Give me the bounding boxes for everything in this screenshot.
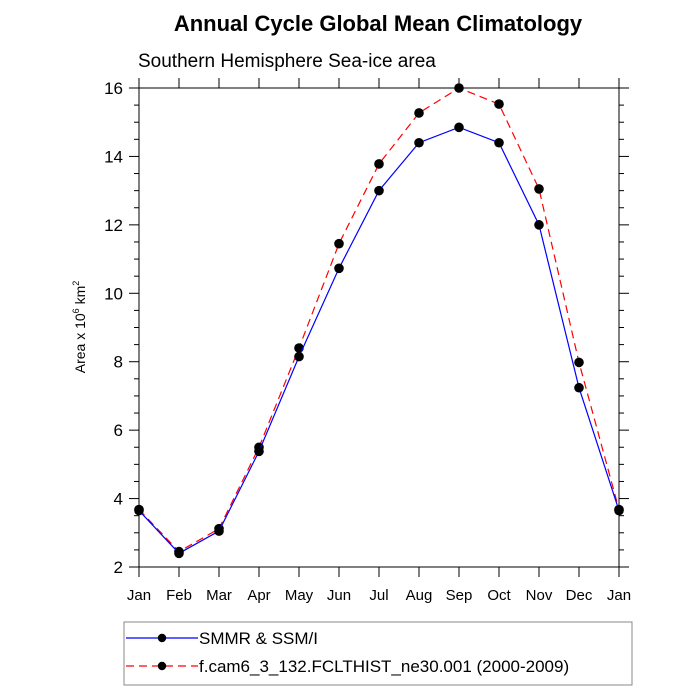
data-point [454,122,464,133]
series-layer [134,83,624,559]
y-axis-label: Area x 106 km2 [71,281,88,374]
y-tick-label: 6 [114,421,123,440]
x-tick-label: Jun [327,587,351,604]
data-point [334,263,344,274]
data-point [414,137,424,148]
legend-label: SMMR & SSM/I [199,629,318,648]
legend-marker [157,633,167,643]
data-point [414,108,424,118]
data-point [214,526,224,536]
data-point [374,185,384,196]
x-tick-label: Dec [566,587,593,604]
y-tick-label: 8 [114,353,123,372]
x-tick-label: Mar [206,587,232,604]
data-point [534,220,544,230]
series-0 [134,122,624,559]
data-point [254,446,264,457]
axes: 2 4 6 8 10 12 14 16 Jan Feb Mar Apr May Jun Jul Aug Sep O… [104,78,631,604]
x-tick-label: Feb [166,587,192,604]
data-point [174,548,184,559]
x-tick-label: Nov [526,587,553,604]
y-tick-label: 2 [114,558,123,577]
data-point [574,357,584,368]
y-tick-label: 4 [114,490,123,509]
data-point [294,351,304,362]
x-tick-label: Oct [487,587,511,604]
data-point [374,159,384,169]
legend-box [123,621,633,686]
x-tick-label: Apr [247,587,270,604]
data-point [574,382,584,393]
series-1 [134,83,624,557]
x-tick-label: Aug [406,587,433,604]
x-tick-label: Sep [446,587,473,604]
x-tick-label: May [285,587,314,604]
x-tick-label: Jan [607,587,631,604]
y-tick-label: 14 [104,147,123,166]
y-tick-label: 10 [104,284,123,303]
legend-marker [157,661,167,671]
data-point [614,505,624,516]
series-line [138,87,620,553]
data-point [134,505,144,516]
y-tick-label: 12 [104,216,123,235]
data-point [494,137,504,148]
x-tick-label: Jul [369,587,388,604]
data-point [534,184,544,194]
data-point [494,99,504,109]
x-tick-label: Jan [127,587,151,604]
chart-title: Annual Cycle Global Mean Climatology [174,11,583,36]
chart-subtitle: Southern Hemisphere Sea-ice area [138,51,436,72]
legend: SMMR & SSM/I f.cam6_3_132.FCLTHIST_ne30.0… [123,621,633,686]
legend-label: f.cam6_3_132.FCLTHIST_ne30.001 (2000-200… [199,657,569,676]
data-point [454,83,464,93]
data-point [334,238,344,249]
y-tick-label: 16 [104,79,123,98]
